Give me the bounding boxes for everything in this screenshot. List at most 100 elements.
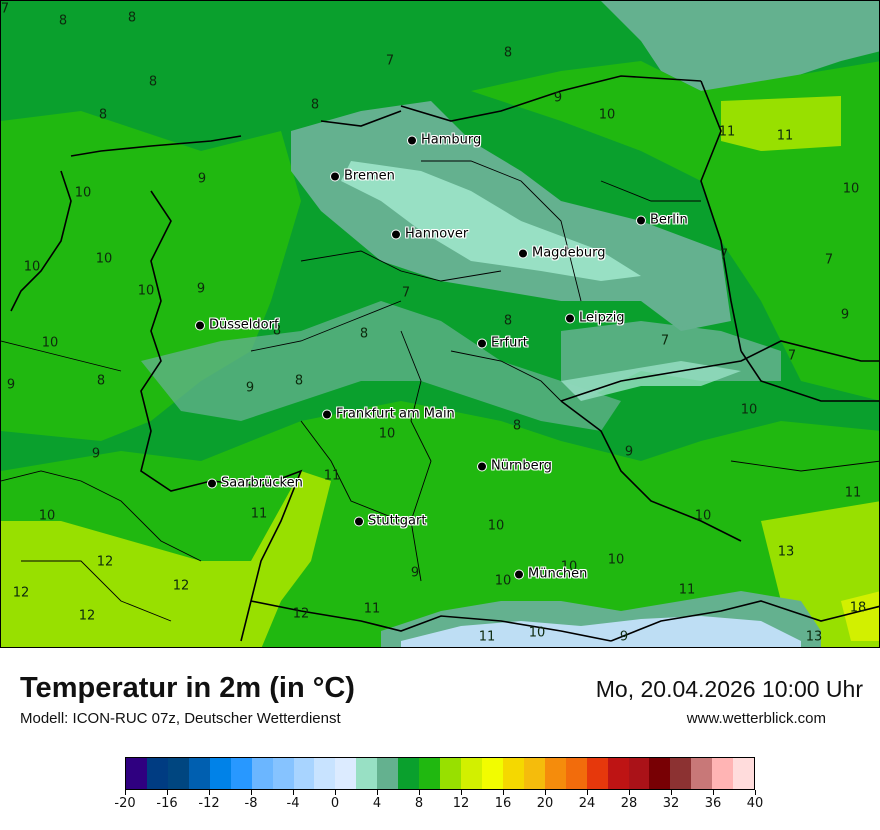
city-dot-icon — [477, 338, 487, 348]
tick-label: 0 — [330, 796, 340, 811]
website-link[interactable]: www.wetterblick.com — [686, 710, 826, 727]
tick-label: -20 — [114, 796, 136, 811]
colorbar-bin — [272, 758, 294, 789]
temperature-map: 7 8 8 8 8 7 8 8 9 10 11 11 10 9 10 10 10 10 9 8 7 8 8 7 7 9 7 7 10 9 8… — [0, 0, 880, 648]
contour-label: 9 — [197, 171, 207, 187]
city-name: Hannover — [405, 226, 469, 242]
city-marker: Stuttgart — [354, 514, 426, 529]
contour-label: 9 — [91, 446, 101, 462]
city-marker: Hamburg — [407, 133, 481, 148]
contour-label: 8 — [96, 373, 106, 389]
tick-label: 36 — [704, 796, 722, 811]
city-name: Hamburg — [421, 132, 482, 148]
colorbar-bin — [335, 758, 357, 789]
colorbar-bin — [440, 758, 461, 789]
tick-mark — [209, 790, 210, 795]
contour-label: 7 — [660, 333, 670, 349]
temperature-field — [1, 1, 879, 647]
colorbar-bin — [356, 758, 378, 789]
city-marker: Erfurt — [477, 336, 528, 351]
city-marker: Leipzig — [565, 311, 625, 326]
contour-label: 8 — [503, 45, 513, 61]
contour-label: 10 — [23, 259, 41, 275]
city-dot-icon — [330, 171, 340, 181]
city-dot-icon — [407, 135, 417, 145]
contour-label: 11 — [718, 124, 736, 140]
city-dot-icon — [391, 229, 401, 239]
city-dot-icon — [354, 516, 364, 526]
city-marker: Saarbrücken — [207, 476, 303, 491]
contour-label: 7 — [385, 53, 395, 69]
contour-label: 9 — [840, 307, 850, 323]
contour-label: 7 — [824, 252, 834, 268]
city-marker: Nürnberg — [477, 459, 552, 474]
city-name: Saarbrücken — [221, 475, 303, 491]
model-source: Modell: ICON-RUC 07z, Deutscher Wetterdi… — [20, 710, 341, 727]
city-name: München — [528, 566, 588, 582]
tick-mark — [251, 790, 252, 795]
contour-label: 10 — [137, 283, 155, 299]
contour-label: 10 — [38, 508, 56, 524]
contour-label: 10 — [560, 559, 578, 575]
contour-label: 13 — [805, 629, 823, 645]
city-name: Leipzig — [579, 310, 625, 326]
contour-label: 9 — [245, 380, 255, 396]
tick-mark — [587, 790, 588, 795]
contour-label: 10 — [378, 426, 396, 442]
map-title: Temperatur in 2m (in °C) — [20, 672, 355, 704]
tick-mark — [755, 790, 756, 795]
city-dot-icon — [514, 569, 524, 579]
contour-label: 7 — [719, 247, 729, 263]
colorbar-bin — [209, 758, 231, 789]
colorbar-bin — [565, 758, 587, 789]
city-name: Nürnberg — [491, 458, 552, 474]
tick-mark — [377, 790, 378, 795]
colorbar-bin — [523, 758, 545, 789]
contour-label: 8 — [512, 418, 522, 434]
contour-label: 12 — [96, 554, 114, 570]
tick-mark — [545, 790, 546, 795]
temperature-colorbar — [125, 757, 755, 790]
city-marker: Hannover — [391, 227, 468, 242]
contour-label: 7 — [401, 285, 411, 301]
colorbar-bin — [251, 758, 273, 789]
contour-label: 9 — [624, 444, 634, 460]
colorbar-bin — [419, 758, 441, 789]
tick-mark — [335, 790, 336, 795]
contour-label: 7 — [787, 348, 797, 364]
contour-label: 8 — [98, 107, 108, 123]
colorbar-bin — [691, 758, 713, 789]
tick-label: 12 — [452, 796, 470, 811]
city-dot-icon — [565, 313, 575, 323]
contour-label: 9 — [553, 90, 563, 106]
forecast-datetime: Mo, 20.04.2026 10:00 Uhr — [595, 676, 863, 702]
colorbar-bin — [398, 758, 420, 789]
city-marker: Berlin — [636, 213, 688, 228]
contour-label: 11 — [478, 629, 496, 645]
contour-label: 10 — [694, 508, 712, 524]
city-name: Berlin — [650, 212, 688, 228]
city-name: Stuttgart — [368, 513, 427, 529]
colorbar-bin — [461, 758, 482, 789]
colorbar-bin — [649, 758, 671, 789]
city-dot-icon — [477, 461, 487, 471]
city-marker: Frankfurt am Main — [322, 407, 455, 422]
contour-label: 11 — [678, 582, 696, 598]
colorbar-bin — [126, 758, 147, 789]
city-name: Düsseldorf — [209, 317, 279, 333]
contour-label: 10 — [528, 625, 546, 641]
colorbar-bin — [481, 758, 503, 789]
colorbar-bin — [293, 758, 315, 789]
contour-label: 10 — [740, 402, 758, 418]
contour-label: 13 — [777, 544, 795, 560]
tick-label: 20 — [536, 796, 554, 811]
contour-label: 10 — [494, 573, 512, 589]
city-marker: München — [514, 567, 587, 582]
tick-mark — [419, 790, 420, 795]
contour-label: 8 — [58, 13, 68, 29]
colorbar-ticks: -20 -16 -12 -8 -4 0 4 8 12 16 20 24 28 32 36 40 — [114, 790, 763, 820]
tick-mark — [125, 790, 126, 795]
colorbar-bin — [670, 758, 692, 789]
contour-label: 9 — [196, 281, 206, 297]
contour-label: 7 — [0, 1, 10, 17]
